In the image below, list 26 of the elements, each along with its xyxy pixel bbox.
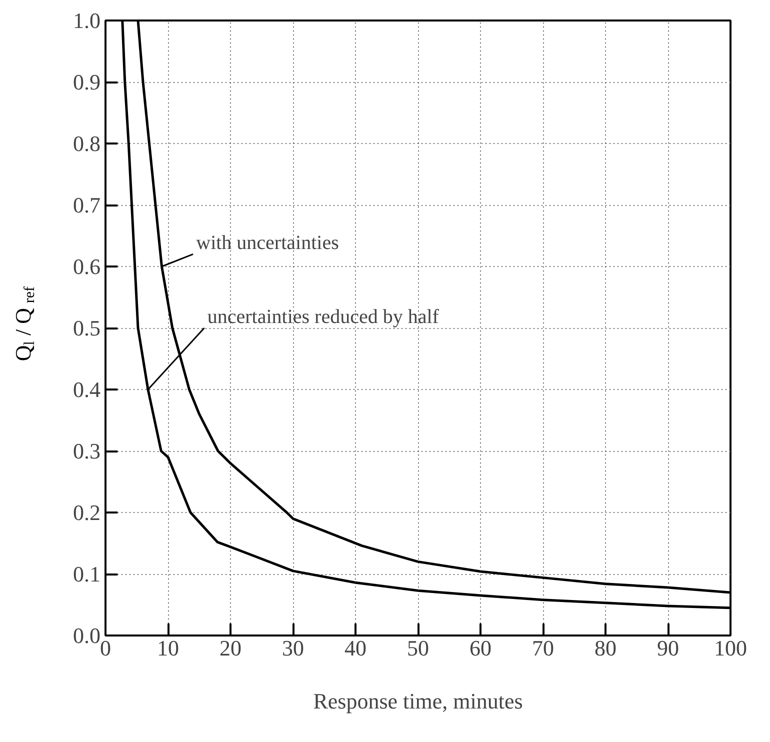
x-tick-label: 0 (100, 636, 111, 660)
x-tick-label: 90 (657, 636, 679, 660)
y-tick-label: 0.4 (73, 377, 100, 402)
annotation: uncertainties reduced by half (207, 306, 440, 328)
x-tick-label: 10 (157, 636, 179, 660)
y-axis-title: Ql / Qref (10, 286, 38, 362)
y-tick-label: 0.7 (73, 192, 100, 218)
x-tick-label: 30 (282, 636, 304, 660)
y-tick-label: 0.9 (73, 70, 100, 94)
y-tick-label: 0.8 (73, 131, 100, 156)
x-tick-label: 70 (532, 636, 554, 660)
x-tick-label: 60 (470, 636, 492, 660)
y-tick-label: 0.0 (73, 623, 100, 648)
y-tick-label: 0.2 (73, 500, 100, 525)
x-axis-title: Response time, minutes (313, 688, 523, 714)
y-tick-label: 0.3 (73, 438, 100, 464)
x-tick-label: 80 (594, 636, 616, 660)
y-tick-label: 1.0 (73, 8, 100, 33)
x-tick-label: 100 (714, 636, 747, 660)
y-tick-label: 0.5 (73, 316, 100, 340)
x-tick-label: 20 (220, 636, 242, 660)
y-tick-label: 0.6 (73, 254, 100, 279)
annotation: with uncertainties (196, 232, 340, 254)
y-tick-label: 0.1 (73, 562, 100, 586)
x-tick-label: 40 (344, 636, 366, 660)
x-tick-label: 50 (407, 636, 429, 660)
